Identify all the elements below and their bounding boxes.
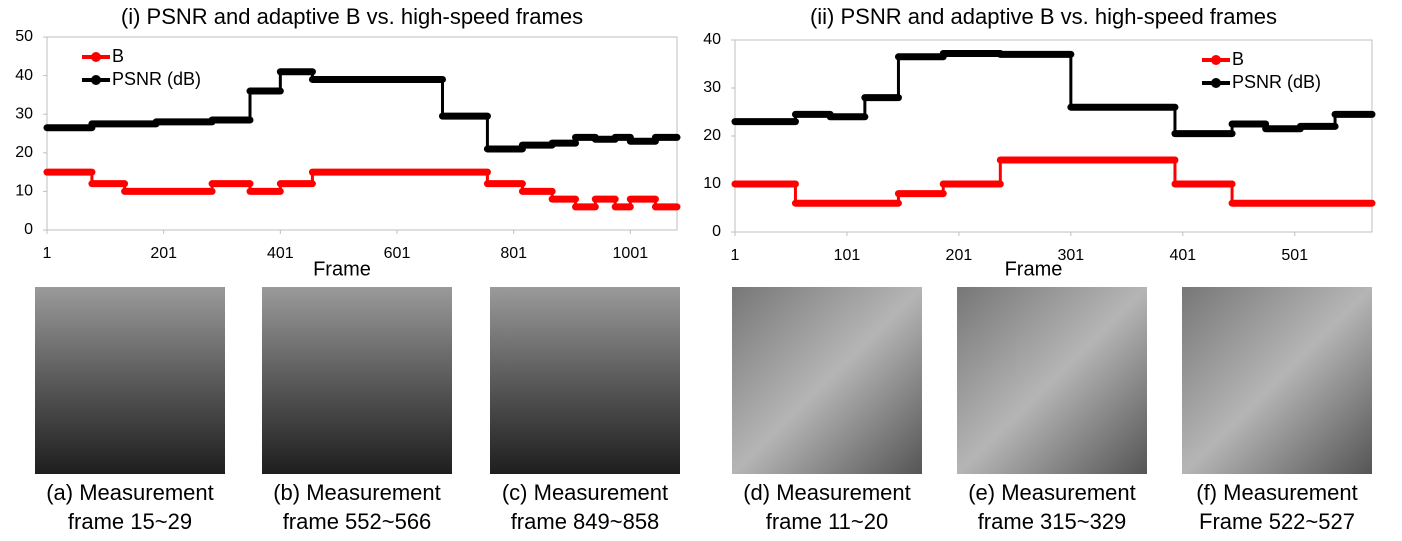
y-tick-label: 30 (15, 105, 33, 122)
x-tick-label: 201 (150, 245, 177, 262)
legend-marker (91, 52, 101, 62)
y-tick-label: 10 (15, 183, 33, 200)
panel-caption: frame 315~329 (978, 509, 1127, 534)
measurement-image (1182, 287, 1372, 474)
chart-title: (ii) PSNR and adaptive B vs. high-speed … (810, 4, 1277, 29)
x-tick-label: 501 (1281, 247, 1308, 264)
panel-caption: Frame 522~527 (1199, 509, 1355, 534)
y-tick-label: 0 (24, 221, 33, 238)
y-tick-label: 50 (15, 28, 33, 45)
y-tick-label: 20 (703, 127, 721, 144)
panel-caption: (c) Measurement (502, 480, 668, 505)
x-tick-label: 401 (267, 245, 294, 262)
y-tick-label: 40 (703, 31, 721, 48)
x-axis-label: Frame (1005, 258, 1063, 280)
panel-caption: (a) Measurement (46, 480, 214, 505)
legend-label: B (1232, 49, 1244, 69)
legend-label: PSNR (dB) (112, 69, 201, 89)
measurement-image (262, 287, 452, 474)
legend-label: B (112, 46, 124, 66)
x-tick-label: 301 (1058, 247, 1085, 264)
measurement-image (957, 287, 1147, 474)
panel-caption: (b) Measurement (273, 480, 441, 505)
x-tick-label: 1 (731, 247, 740, 264)
x-axis-label: Frame (313, 258, 371, 280)
chart-title: (i) PSNR and adaptive B vs. high-speed f… (121, 4, 583, 29)
x-tick-label: 401 (1169, 247, 1196, 264)
plot-frame (46, 36, 678, 231)
x-tick-label: 1001 (613, 245, 649, 262)
panel-caption: frame 552~566 (283, 509, 432, 534)
x-tick-label: 1 (43, 245, 52, 262)
x-tick-label: 601 (384, 245, 411, 262)
panel-caption: (f) Measurement (1196, 480, 1357, 505)
y-tick-label: 30 (703, 79, 721, 96)
panel-caption: frame 11~20 (766, 509, 889, 534)
x-tick-label: 101 (834, 247, 861, 264)
x-tick-label: 201 (946, 247, 973, 264)
measurement-image (35, 287, 225, 474)
panel-caption: frame 15~29 (68, 509, 192, 534)
panel-caption: (d) Measurement (743, 480, 911, 505)
y-tick-label: 0 (712, 223, 721, 240)
measurement-image (732, 287, 922, 474)
legend-marker (1211, 78, 1221, 88)
legend-marker (91, 75, 101, 85)
x-tick-label: 801 (500, 245, 527, 262)
panel-caption: (e) Measurement (968, 480, 1136, 505)
y-tick-label: 40 (15, 67, 33, 84)
measurement-image (490, 287, 680, 474)
legend-marker (1211, 55, 1221, 65)
y-tick-label: 20 (15, 144, 33, 161)
panel-caption: frame 849~858 (511, 509, 660, 534)
y-tick-label: 10 (703, 175, 721, 192)
legend-label: PSNR (dB) (1232, 72, 1321, 92)
